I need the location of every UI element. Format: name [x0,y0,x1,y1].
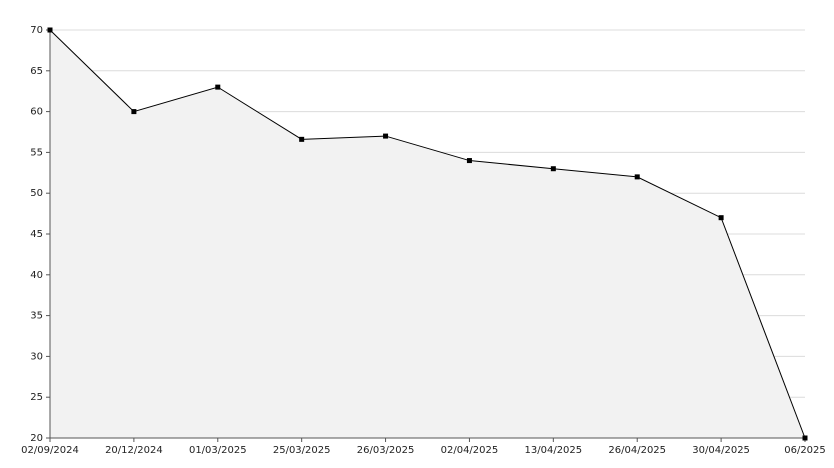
y-tick-label: 30 [30,351,43,362]
y-tick-label: 45 [30,229,43,240]
y-tick-label: 60 [30,107,43,118]
point [215,84,221,90]
y-tick-label: 65 [30,66,43,77]
x-tick-label: 06/2025 [784,445,826,456]
y-tick-label: 55 [30,147,43,158]
y-tick-label: 50 [30,188,43,199]
x-tick-label: 26/04/2025 [608,445,666,456]
x-tick-label: 20/12/2024 [105,445,163,456]
x-tick-label: 30/04/2025 [692,445,750,456]
y-tick-label: 25 [30,392,43,403]
y-tick-label: 35 [30,311,43,322]
x-tick-label: 25/03/2025 [273,445,331,456]
point [550,166,556,172]
point [383,133,389,139]
area [50,30,805,438]
line [49,29,806,439]
point [299,136,305,142]
x-tick-label: 02/09/2024 [21,445,79,456]
point [466,158,472,164]
point [718,215,724,221]
x-tick-label: 01/03/2025 [189,445,247,456]
point [802,435,808,441]
point [47,27,53,33]
x-tick-label: 02/04/2025 [441,445,499,456]
point [131,109,137,115]
point [634,174,640,180]
x-tick-label: 26/03/2025 [357,445,415,456]
x-tick-label: 13/04/2025 [525,445,583,456]
y-tick-label: 40 [30,270,43,281]
y-tick-label: 20 [30,433,43,444]
y-tick-label: 70 [30,25,43,36]
